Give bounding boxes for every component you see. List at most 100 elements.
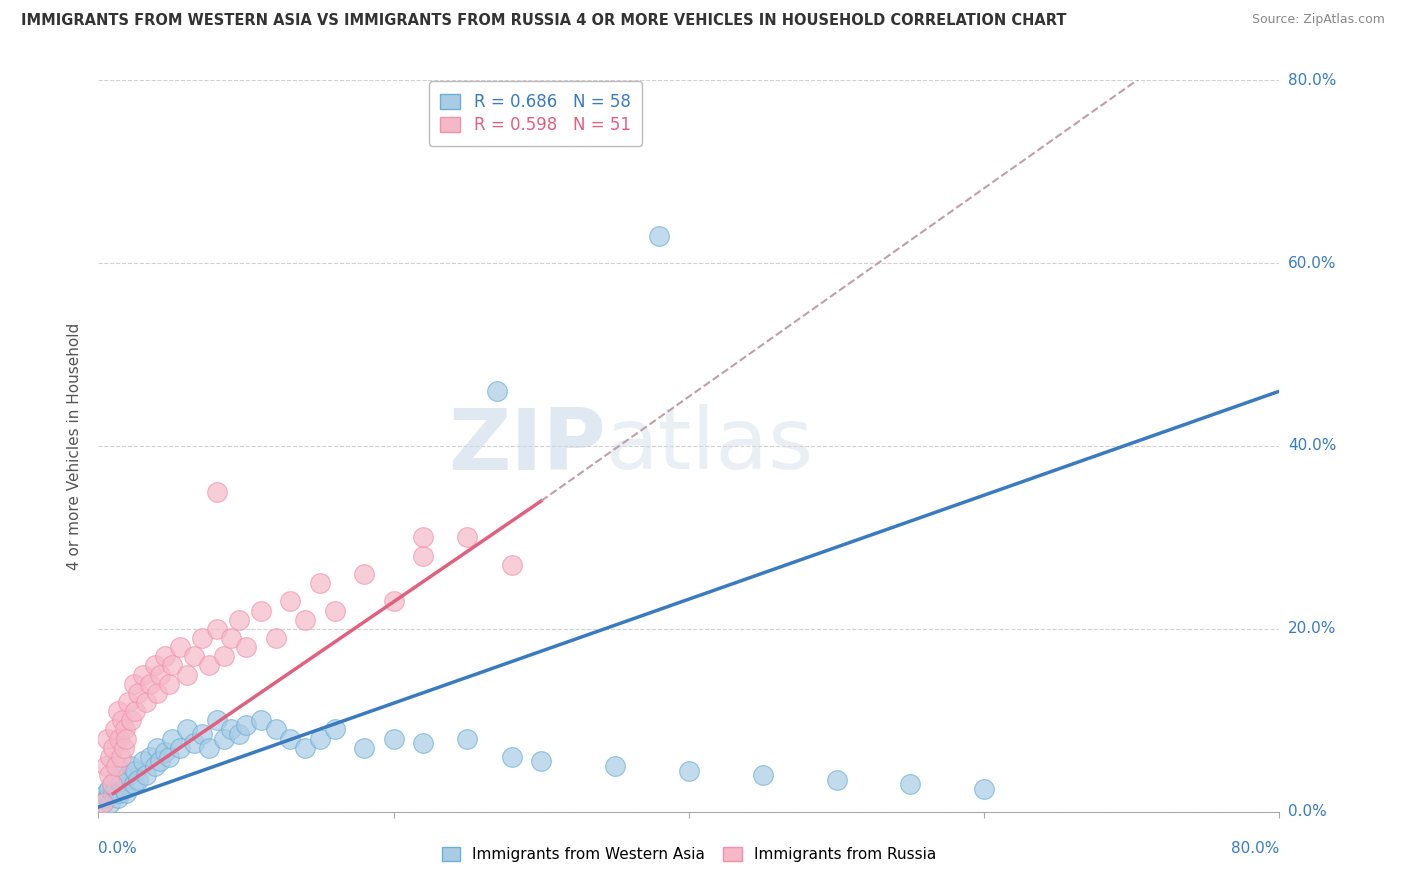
Point bbox=[110, 777, 132, 791]
Point bbox=[309, 731, 332, 746]
Point bbox=[157, 749, 180, 764]
Point bbox=[111, 714, 134, 728]
Point bbox=[382, 731, 405, 746]
Point bbox=[678, 764, 700, 778]
Point bbox=[111, 768, 134, 782]
Point bbox=[412, 549, 434, 563]
Text: Source: ZipAtlas.com: Source: ZipAtlas.com bbox=[1251, 13, 1385, 27]
Point bbox=[114, 723, 136, 737]
Point bbox=[205, 484, 228, 499]
Point bbox=[105, 759, 128, 773]
Point bbox=[91, 796, 114, 810]
Point bbox=[457, 731, 479, 746]
Point bbox=[97, 768, 120, 782]
Point bbox=[153, 745, 176, 759]
Point bbox=[382, 594, 405, 608]
Point bbox=[353, 567, 375, 582]
Point bbox=[96, 791, 118, 805]
Point bbox=[153, 649, 176, 664]
Point bbox=[198, 740, 221, 755]
Point bbox=[143, 658, 166, 673]
Point bbox=[124, 704, 146, 718]
Point bbox=[973, 781, 995, 796]
Point bbox=[228, 613, 250, 627]
Point bbox=[162, 731, 183, 746]
Point bbox=[294, 740, 316, 755]
Point bbox=[103, 787, 125, 801]
Point bbox=[605, 759, 627, 773]
Text: 0.0%: 0.0% bbox=[1288, 805, 1326, 819]
Text: 20.0%: 20.0% bbox=[1288, 622, 1336, 636]
Point bbox=[122, 676, 145, 690]
Point bbox=[457, 530, 479, 544]
Point bbox=[176, 723, 198, 737]
Point bbox=[91, 796, 114, 810]
Point bbox=[110, 749, 132, 764]
Point bbox=[280, 594, 302, 608]
Point bbox=[530, 755, 553, 769]
Point bbox=[648, 228, 671, 243]
Point bbox=[486, 384, 509, 398]
Point bbox=[135, 768, 157, 782]
Text: 40.0%: 40.0% bbox=[1288, 439, 1336, 453]
Point bbox=[105, 781, 128, 796]
Point bbox=[280, 731, 302, 746]
Point bbox=[309, 576, 332, 591]
Point bbox=[143, 759, 166, 773]
Point bbox=[412, 736, 434, 750]
Point bbox=[900, 777, 922, 791]
Point bbox=[100, 777, 122, 791]
Text: atlas: atlas bbox=[606, 404, 814, 488]
Point bbox=[183, 649, 205, 664]
Point bbox=[264, 631, 287, 645]
Point bbox=[100, 777, 122, 791]
Point bbox=[191, 727, 214, 741]
Point bbox=[104, 772, 127, 787]
Text: 80.0%: 80.0% bbox=[1288, 73, 1336, 87]
Point bbox=[124, 764, 146, 778]
Point bbox=[94, 759, 117, 773]
Point bbox=[108, 787, 131, 801]
Point bbox=[96, 731, 118, 746]
Legend: Immigrants from Western Asia, Immigrants from Russia: Immigrants from Western Asia, Immigrants… bbox=[434, 839, 943, 870]
Point bbox=[98, 796, 121, 810]
Text: 0.0%: 0.0% bbox=[98, 841, 138, 856]
Point bbox=[117, 695, 139, 709]
Point bbox=[115, 787, 138, 801]
Point bbox=[139, 676, 162, 690]
Point bbox=[104, 723, 127, 737]
Point bbox=[169, 740, 191, 755]
Point bbox=[149, 667, 172, 681]
Point bbox=[122, 777, 145, 791]
Point bbox=[235, 718, 257, 732]
Point bbox=[323, 723, 346, 737]
Point bbox=[132, 755, 155, 769]
Point bbox=[825, 772, 848, 787]
Point bbox=[162, 658, 183, 673]
Point bbox=[212, 649, 235, 664]
Point bbox=[127, 686, 149, 700]
Point bbox=[183, 736, 205, 750]
Point bbox=[205, 622, 228, 636]
Point bbox=[250, 714, 273, 728]
Point bbox=[264, 723, 287, 737]
Point bbox=[323, 603, 346, 617]
Point bbox=[235, 640, 257, 655]
Point bbox=[103, 740, 125, 755]
Text: ZIP: ZIP bbox=[449, 404, 606, 488]
Point bbox=[501, 749, 523, 764]
Point bbox=[157, 676, 180, 690]
Text: IMMIGRANTS FROM WESTERN ASIA VS IMMIGRANTS FROM RUSSIA 4 OR MORE VEHICLES IN HOU: IMMIGRANTS FROM WESTERN ASIA VS IMMIGRAN… bbox=[21, 13, 1067, 29]
Point bbox=[117, 768, 139, 782]
Y-axis label: 4 or more Vehicles in Household: 4 or more Vehicles in Household bbox=[67, 322, 83, 570]
Point bbox=[146, 686, 169, 700]
Point bbox=[112, 740, 135, 755]
Point bbox=[107, 704, 129, 718]
Point bbox=[221, 723, 243, 737]
Point bbox=[149, 755, 172, 769]
Point bbox=[146, 740, 169, 755]
Text: 60.0%: 60.0% bbox=[1288, 256, 1336, 270]
Point bbox=[139, 749, 162, 764]
Point bbox=[115, 731, 138, 746]
Point bbox=[228, 727, 250, 741]
